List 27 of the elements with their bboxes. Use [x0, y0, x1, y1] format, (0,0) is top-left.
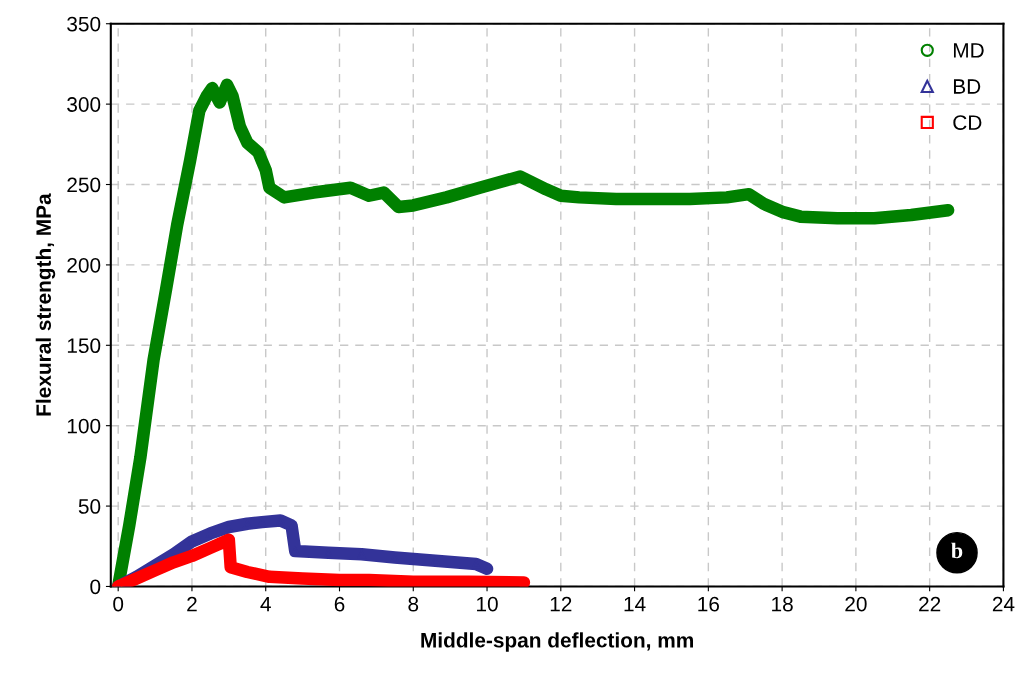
x-tick-label: 18: [772, 596, 793, 612]
legend-label: CD: [953, 115, 982, 130]
y-tick-label: 0: [90, 579, 101, 595]
y-tick-label: 150: [67, 338, 101, 354]
x-tick-label: 20: [845, 596, 867, 612]
x-tick-label: 0: [113, 596, 124, 612]
x-tick-label: 12: [550, 596, 572, 612]
x-tick-label: 2: [187, 596, 197, 612]
x-tick-label: 6: [334, 596, 345, 612]
x-axis-title: Middle-span deflection, mm: [421, 632, 693, 652]
y-tick-label: 200: [67, 257, 101, 273]
x-tick-label: 8: [408, 596, 419, 612]
annotation: b: [951, 542, 963, 559]
y-tick-label: 100: [67, 418, 101, 434]
y-tick-label: 50: [78, 499, 101, 514]
y-tick-label: 350: [67, 16, 101, 32]
x-tick-label: 10: [477, 596, 498, 612]
y-tick-label: 300: [67, 97, 101, 112]
x-tick-label: 14: [624, 596, 646, 612]
x-tick-label: 24: [992, 596, 1015, 612]
x-tick-label: 22: [919, 596, 941, 612]
x-tick-label: 4: [260, 596, 271, 612]
legend-label: BD: [953, 79, 981, 94]
x-tick-label: 16: [698, 596, 720, 612]
y-axis-title: Flexural strength, MPa: [35, 193, 56, 416]
legend-label: MD: [953, 43, 984, 58]
y-tick-label: 250: [67, 177, 101, 193]
